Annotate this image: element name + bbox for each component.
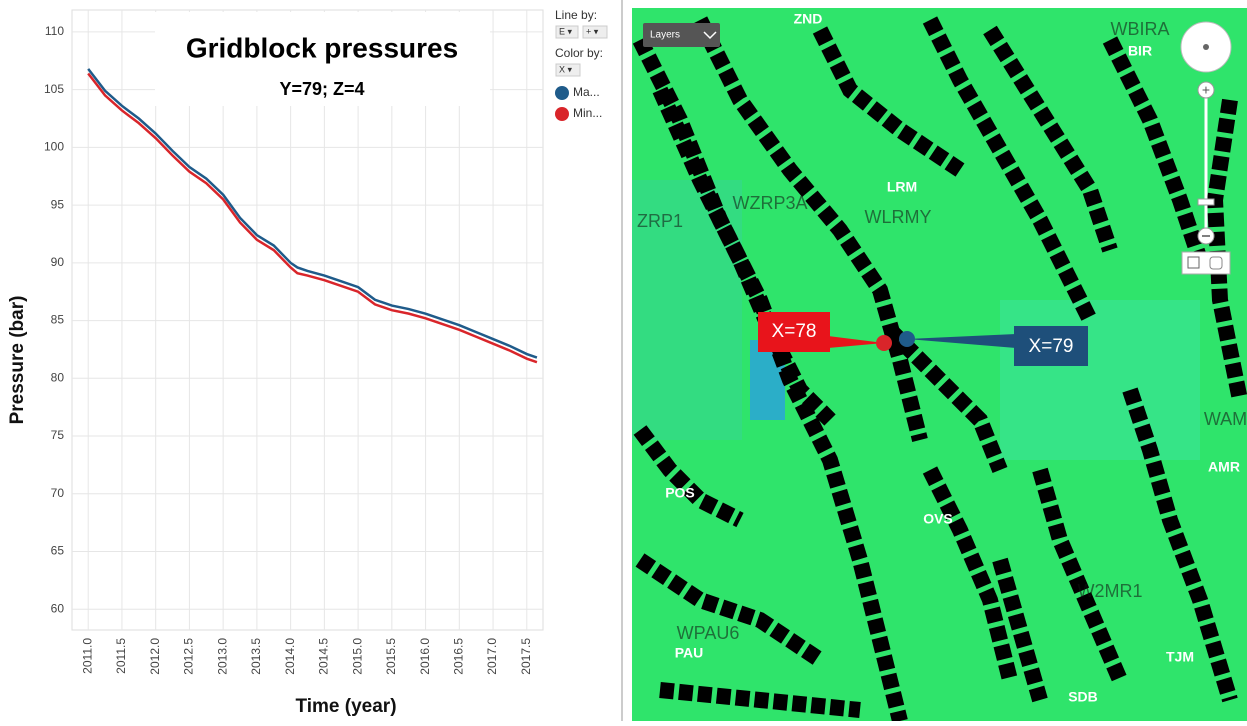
x-tick-label: 2012.0 (148, 638, 162, 675)
well-label[interactable]: LRM (887, 179, 917, 195)
faded-label: WZRP3A (732, 193, 807, 213)
y-tick-label: 90 (51, 255, 65, 269)
x-tick-label: 2013.0 (215, 638, 229, 675)
well-label[interactable]: TJM (1166, 649, 1194, 665)
y-tick-label: 105 (44, 82, 64, 96)
legend-label: Ma... (573, 85, 600, 99)
chart-panel: Gridblock pressures Y=79; Z=4 Time (year… (7, 8, 607, 717)
y-tick-label: 110 (45, 24, 64, 38)
chart-title: Gridblock pressures (186, 32, 458, 63)
map-marker[interactable] (899, 331, 915, 347)
legend-marker (555, 86, 569, 100)
dropdown-text[interactable]: + ▾ (586, 26, 599, 36)
layers-button-text[interactable]: Layers (650, 30, 680, 41)
zoom-handle[interactable] (1198, 199, 1214, 205)
y-tick-label: 85 (51, 313, 65, 327)
x-axis-label: Time (year) (295, 696, 396, 717)
pan-center[interactable] (1203, 44, 1209, 50)
well-label[interactable]: ZND (794, 11, 823, 27)
well-label[interactable]: SDB (1068, 689, 1098, 705)
faded-label: ZRP1 (637, 211, 683, 231)
faded-label: WAMI (1204, 409, 1247, 429)
screen: Gridblock pressures Y=79; Z=4 Time (year… (0, 0, 1247, 721)
callout-label: X=78 (772, 321, 817, 342)
x-tick-label: 2016.0 (418, 638, 432, 675)
map-zone (1000, 300, 1200, 460)
x-tick-label: 2015.5 (384, 638, 398, 675)
x-tick-label: 2011.5 (114, 638, 128, 674)
legend-label: Min... (573, 106, 602, 120)
y-axis-label: Pressure (bar) (7, 296, 28, 425)
legend: Ma... Min... (555, 85, 602, 121)
well-label[interactable]: BIR (1128, 43, 1152, 59)
faded-label: WBIRA (1110, 19, 1169, 39)
legend-marker (555, 107, 569, 121)
well-label[interactable]: OVS (923, 511, 953, 527)
line-by-label: Line by: (555, 8, 597, 22)
callout-label: X=79 (1029, 336, 1074, 357)
well-label[interactable]: AMR (1208, 459, 1240, 475)
y-tick-label: 80 (51, 370, 65, 384)
x-tick-label: 2011.0 (80, 638, 94, 674)
faded-label: WLRMY (865, 207, 932, 227)
y-tick-label: 95 (51, 197, 65, 211)
color-by-label: Color by: (555, 46, 603, 60)
x-tick-label: 2014.5 (317, 638, 331, 675)
zoom-in-icon[interactable]: + (1202, 82, 1210, 98)
y-tick-label: 60 (51, 601, 65, 615)
map: WZRP3A ZRP1 WLRMY WPAU6 WAMI WBIRA W2MR1… (632, 8, 1247, 721)
x-tick-label: 2017.5 (519, 638, 533, 675)
map-marker[interactable] (876, 335, 892, 351)
well-label[interactable]: PAU (675, 645, 704, 661)
tool-bar[interactable] (1182, 252, 1230, 274)
dropdown-text[interactable]: E ▾ (559, 26, 573, 36)
y-tick-label: 70 (51, 486, 65, 500)
x-tick-label: 2012.5 (182, 638, 196, 675)
y-tick-label: 65 (51, 544, 65, 558)
x-tick-label: 2013.5 (249, 638, 263, 675)
x-tick-label: 2017.0 (485, 638, 499, 675)
faded-label: W2MR1 (1077, 581, 1142, 601)
dropdown-text[interactable]: X ▾ (559, 64, 573, 74)
faded-label: WPAU6 (677, 623, 740, 643)
x-tick-label: 2016.5 (451, 638, 465, 675)
well-label[interactable]: POS (665, 485, 695, 501)
y-tick-label: 100 (44, 140, 64, 154)
y-tick-label: 75 (51, 428, 65, 442)
x-tick-label: 2014.0 (283, 638, 297, 675)
chart-subtitle: Y=79; Z=4 (279, 79, 364, 99)
x-tick-label: 2015.0 (350, 638, 364, 675)
